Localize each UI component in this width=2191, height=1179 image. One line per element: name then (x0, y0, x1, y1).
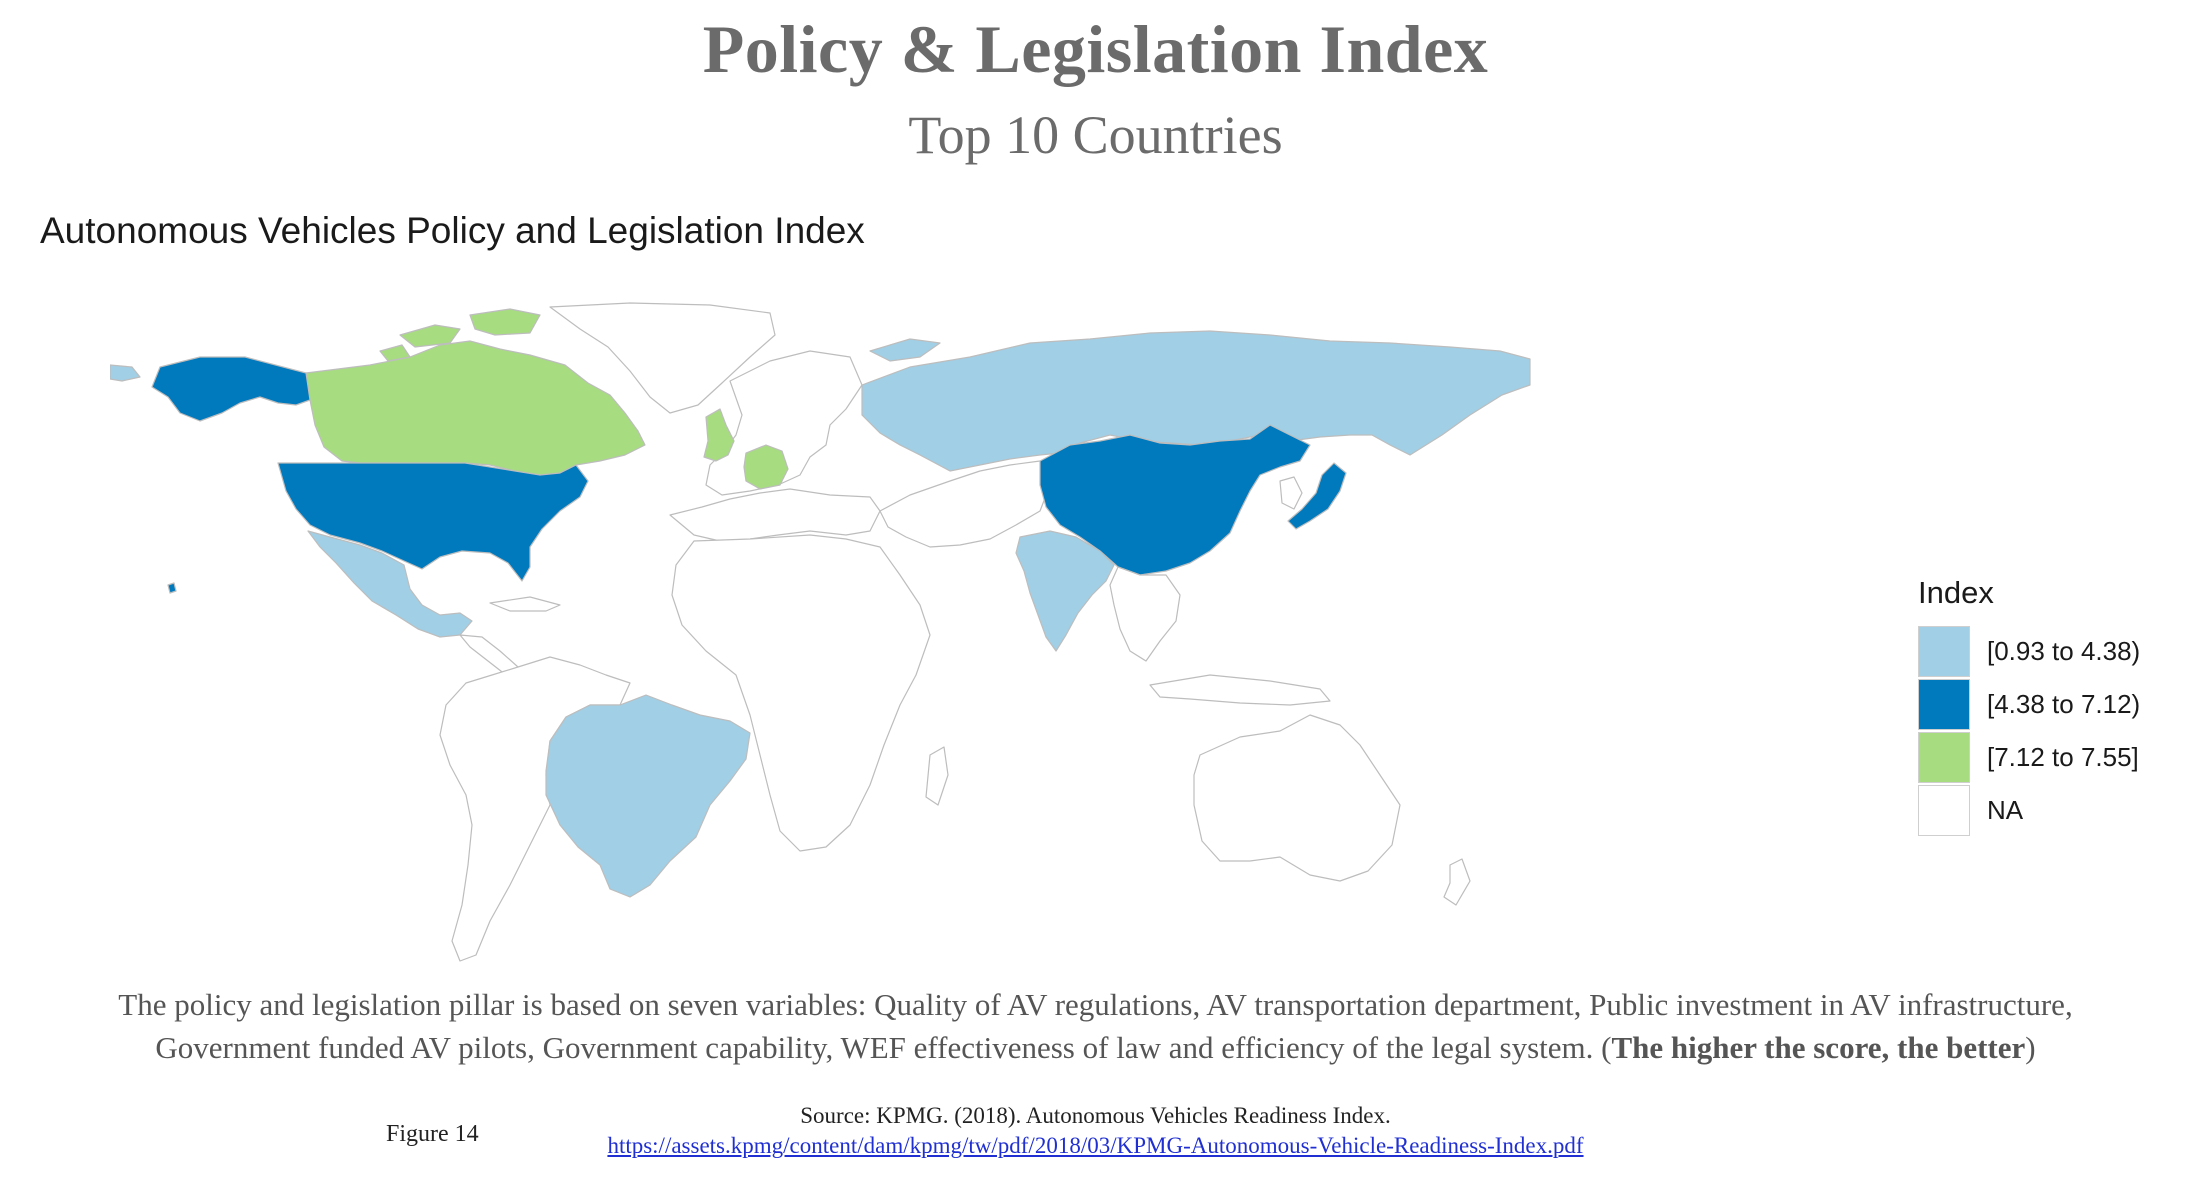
map-region-alaska-tip (109, 364, 141, 382)
description-line-2-prefix: Government funded AV pilots, Government … (155, 1030, 1612, 1065)
legend-swatch (1918, 626, 1970, 677)
legend-swatch (1918, 785, 1970, 836)
map-region-canada-islands (399, 324, 461, 348)
world-map-svg (109, 302, 1531, 962)
legend-item: [4.38 to 7.12) (1918, 678, 2178, 731)
map-region-central-asia (879, 460, 1051, 548)
map-region-russia (861, 330, 1531, 472)
description-emphasis: The higher the score, the better (1611, 1030, 2026, 1065)
map-region-south-america (439, 656, 631, 962)
legend-label: [0.93 to 4.38) (1987, 636, 2141, 666)
map-region-india (1015, 530, 1115, 652)
legend-label: [7.12 to 7.55] (1987, 742, 2139, 772)
legend-label: [4.38 to 7.12) (1987, 689, 2141, 719)
map-region-korea (1279, 476, 1303, 510)
map-region-china (1039, 424, 1311, 576)
description-line-2: Government funded AV pilots, Government … (0, 1026, 2191, 1069)
map-region-canada-islands-2 (469, 308, 541, 336)
page-subtitle: Top 10 Countries (908, 105, 1283, 165)
map-region-new-zealand (1443, 858, 1471, 906)
description-line-2-suffix: ) (2025, 1030, 2036, 1065)
legend-item: [7.12 to 7.55] (1918, 731, 2178, 784)
description-text: The policy and legislation pillar is bas… (0, 983, 2191, 1069)
map-region-indonesia (1149, 674, 1331, 706)
map-region-africa (671, 534, 931, 852)
map-region-canada-islands-3 (379, 344, 411, 362)
map-region-greenland (549, 302, 776, 414)
map-region-southern-europe (669, 488, 881, 542)
legend-item: NA (1918, 784, 2178, 837)
legend-label: NA (1987, 795, 2024, 825)
figure-label: Figure 14 (386, 1121, 479, 1147)
map-region-brazil (545, 694, 751, 898)
map-region-caribbean (489, 596, 561, 612)
map-region-united-states (277, 462, 589, 582)
world-map (109, 285, 1830, 965)
legend-swatch (1918, 679, 1970, 730)
source-link-container: https://assets.kpmg/content/dam/kpmg/tw/… (0, 1133, 2191, 1159)
map-region-japan (1287, 462, 1347, 530)
source-citation: Source: KPMG. (2018). Autonomous Vehicle… (800, 1103, 1391, 1128)
source-link[interactable]: https://assets.kpmg/content/dam/kpmg/tw/… (607, 1133, 1584, 1158)
map-region-canada (305, 340, 646, 476)
page-title: Policy & Legislation Index (702, 11, 1489, 87)
map-region-southeast-asia (1109, 566, 1181, 662)
legend-title: Index (1918, 575, 1994, 610)
description-line-1: The policy and legislation pillar is bas… (118, 987, 2073, 1022)
map-region-alaska (151, 356, 311, 422)
map-region-russia-island (869, 338, 941, 362)
legend-item: [0.93 to 4.38) (1918, 625, 2178, 678)
map-region-australia (1193, 714, 1401, 882)
legend-swatch (1918, 732, 1970, 783)
map-region-hawaii (167, 582, 177, 594)
map-region-germany (743, 444, 789, 490)
map-legend: Index [0.93 to 4.38) [4.38 to 7.12) [7.1… (1918, 575, 2178, 837)
map-region-madagascar (925, 746, 949, 806)
map-region-united-kingdom (703, 408, 735, 462)
map-region-mexico (307, 530, 473, 638)
map-title: Autonomous Vehicles Policy and Legislati… (40, 210, 865, 251)
